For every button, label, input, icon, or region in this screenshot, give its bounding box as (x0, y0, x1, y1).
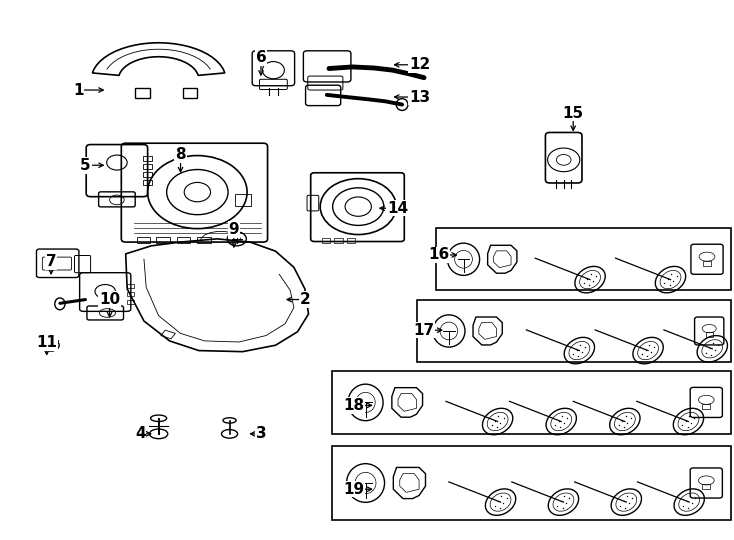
Text: 9: 9 (228, 222, 239, 237)
Text: 4: 4 (135, 427, 145, 441)
Bar (702, 404, 711, 409)
Text: 19: 19 (344, 482, 364, 497)
Bar (346, 238, 355, 243)
Bar (143, 172, 152, 177)
Text: 10: 10 (99, 292, 120, 307)
Text: 6: 6 (255, 50, 266, 65)
Bar (236, 194, 252, 206)
Text: 18: 18 (344, 398, 364, 413)
Bar (332, 446, 731, 520)
Text: 1: 1 (73, 83, 84, 98)
Bar (143, 164, 152, 169)
Bar (137, 237, 150, 243)
Bar (127, 284, 134, 288)
Bar (437, 228, 731, 291)
Text: 2: 2 (299, 292, 310, 307)
Text: 16: 16 (428, 247, 449, 262)
Bar (127, 292, 134, 296)
Bar (127, 300, 134, 305)
Bar (332, 371, 731, 434)
Text: 13: 13 (409, 90, 430, 105)
Bar (143, 156, 152, 161)
Text: 11: 11 (36, 335, 57, 350)
Bar (143, 180, 152, 185)
Text: 7: 7 (46, 254, 57, 269)
Bar (703, 260, 711, 266)
Bar (321, 238, 330, 243)
Text: 12: 12 (409, 57, 430, 72)
Text: 14: 14 (387, 201, 408, 215)
Text: 8: 8 (175, 147, 186, 162)
Bar (705, 332, 713, 337)
Bar (177, 237, 190, 243)
Bar (702, 484, 711, 489)
Text: 15: 15 (563, 106, 584, 120)
Bar (183, 89, 197, 98)
Bar (135, 89, 150, 98)
Bar (197, 237, 211, 243)
Bar (417, 300, 731, 362)
Bar (334, 238, 343, 243)
Bar (156, 237, 170, 243)
Text: 5: 5 (80, 158, 91, 173)
Text: 17: 17 (413, 323, 435, 338)
Text: 3: 3 (255, 427, 266, 441)
